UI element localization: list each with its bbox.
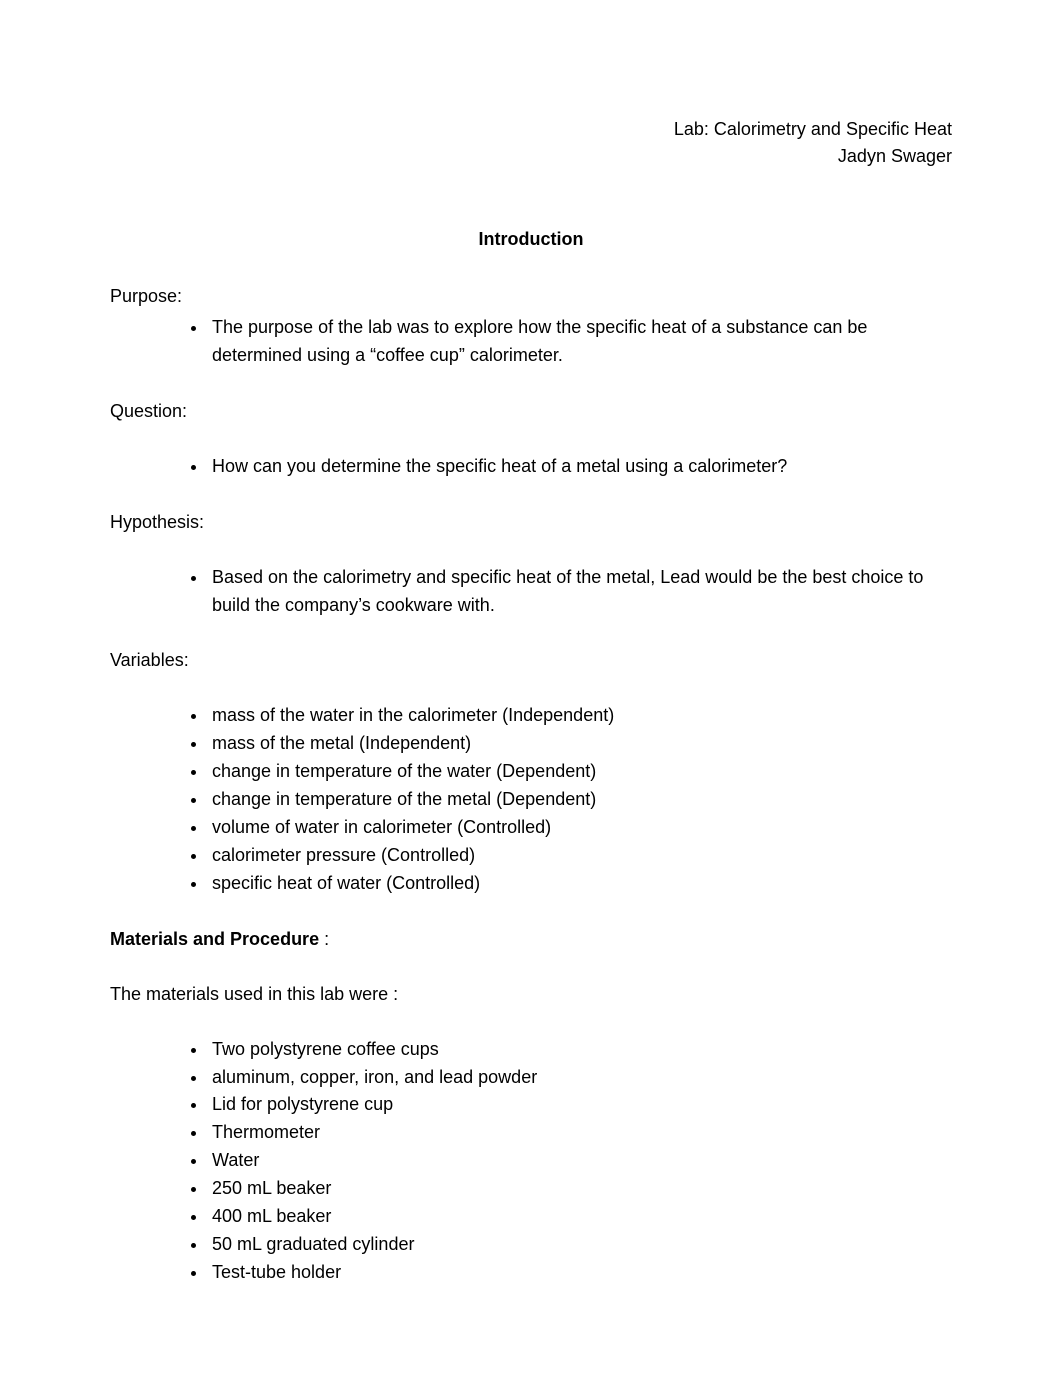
list-item: aluminum, copper, iron, and lead powder bbox=[208, 1064, 952, 1092]
list-item: Water bbox=[208, 1147, 952, 1175]
materials-intro: The materials used in this lab were : bbox=[110, 981, 952, 1008]
list-item: Two polystyrene coffee cups bbox=[208, 1036, 952, 1064]
variables-list: mass of the water in the calorimeter (In… bbox=[110, 702, 952, 897]
list-item: Based on the calorimetry and specific he… bbox=[208, 564, 952, 620]
materials-heading: Materials and Procedure : bbox=[110, 926, 952, 953]
materials-heading-suffix: : bbox=[319, 929, 329, 949]
list-item: mass of the metal (Independent) bbox=[208, 730, 952, 758]
list-item: change in temperature of the metal (Depe… bbox=[208, 786, 952, 814]
document-header: Lab: Calorimetry and Specific Heat Jadyn… bbox=[110, 116, 952, 170]
list-item: 400 mL beaker bbox=[208, 1203, 952, 1231]
author-name: Jadyn Swager bbox=[110, 143, 952, 170]
list-item: specific heat of water (Controlled) bbox=[208, 870, 952, 898]
materials-list: Two polystyrene coffee cups aluminum, co… bbox=[110, 1036, 952, 1287]
lab-title: Lab: Calorimetry and Specific Heat bbox=[110, 116, 952, 143]
introduction-heading: Introduction bbox=[110, 226, 952, 253]
list-item: change in temperature of the water (Depe… bbox=[208, 758, 952, 786]
question-list: How can you determine the specific heat … bbox=[110, 453, 952, 481]
purpose-list: The purpose of the lab was to explore ho… bbox=[110, 314, 952, 370]
hypothesis-label: Hypothesis: bbox=[110, 509, 952, 536]
purpose-label: Purpose: bbox=[110, 283, 952, 310]
list-item: mass of the water in the calorimeter (In… bbox=[208, 702, 952, 730]
list-item: Thermometer bbox=[208, 1119, 952, 1147]
list-item: 250 mL beaker bbox=[208, 1175, 952, 1203]
question-label: Question: bbox=[110, 398, 952, 425]
list-item: Lid for polystyrene cup bbox=[208, 1091, 952, 1119]
hypothesis-list: Based on the calorimetry and specific he… bbox=[110, 564, 952, 620]
list-item: 50 mL graduated cylinder bbox=[208, 1231, 952, 1259]
list-item: volume of water in calorimeter (Controll… bbox=[208, 814, 952, 842]
list-item: How can you determine the specific heat … bbox=[208, 453, 952, 481]
materials-heading-bold: Materials and Procedure bbox=[110, 929, 319, 949]
list-item: calorimeter pressure (Controlled) bbox=[208, 842, 952, 870]
list-item: The purpose of the lab was to explore ho… bbox=[208, 314, 952, 370]
variables-label: Variables: bbox=[110, 647, 952, 674]
list-item: Test-tube holder bbox=[208, 1259, 952, 1287]
